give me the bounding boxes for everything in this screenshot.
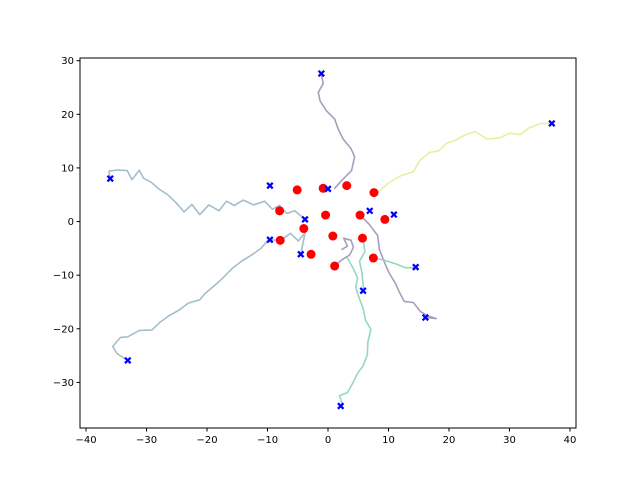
start-point-12 [306, 249, 316, 259]
start-point-14 [368, 253, 378, 263]
x-tick-label-1: −30 [136, 435, 157, 446]
start-point-6 [355, 210, 365, 220]
series-layer [108, 72, 553, 406]
end-point-12 [421, 313, 429, 322]
x-tick-label-2: −20 [196, 435, 217, 446]
y-tick-label-4: 10 [61, 163, 74, 174]
start-point-11 [357, 233, 367, 243]
start-point-0 [292, 185, 302, 195]
end-point-11 [359, 287, 367, 295]
y-tick-label-1: −20 [53, 324, 74, 335]
start-point-2 [342, 181, 352, 191]
end-point-13 [124, 356, 132, 365]
series-line-5 [333, 237, 355, 267]
x-tick-label-7: 30 [503, 435, 516, 446]
y-tick-label-3: 0 [68, 217, 74, 228]
end-point-5 [301, 215, 309, 224]
series-line-7 [338, 257, 372, 406]
end-point-4 [324, 185, 332, 193]
start-point-9 [275, 235, 285, 245]
end-point-2 [548, 119, 556, 128]
start-point-5 [321, 210, 331, 220]
series-line-4 [359, 214, 438, 320]
x-tick-label-5: 10 [382, 435, 395, 446]
y-tick-label-6: 30 [61, 56, 74, 67]
x-tick-label-3: −10 [257, 435, 278, 446]
series-line-0 [108, 169, 306, 221]
end-point-14 [337, 402, 345, 410]
y-tick-label-2: −10 [53, 271, 74, 282]
end-point-0 [106, 175, 114, 183]
end-point-7 [390, 210, 398, 219]
start-point-3 [369, 188, 379, 198]
y-tick-label-0: −30 [53, 378, 74, 389]
end-point-10 [412, 263, 420, 271]
end-point-9 [297, 250, 305, 258]
marker-layer [106, 69, 556, 410]
start-point-13 [330, 261, 340, 271]
end-point-8 [266, 236, 274, 244]
start-point-7 [380, 214, 390, 224]
series-line-6 [376, 122, 553, 194]
axis-layer: −40 −30 −20 −10 0 10 20 30 40 −30 −20 −10 0 10 20 30 [53, 56, 576, 446]
series-line-1 [111, 239, 282, 362]
end-point-1 [317, 69, 325, 78]
x-tick-label-8: 40 [564, 435, 577, 446]
start-point-10 [328, 231, 338, 241]
series-line-2 [279, 232, 306, 256]
start-point-4 [275, 206, 285, 216]
end-point-6 [366, 207, 374, 215]
series-line-8 [372, 257, 416, 269]
x-tick-label-4: 0 [325, 435, 331, 446]
start-point-8 [299, 224, 309, 234]
series-line-3 [317, 72, 356, 190]
y-tick-label-5: 20 [61, 110, 74, 121]
x-tick-label-6: 20 [443, 435, 456, 446]
series-line-9 [358, 237, 366, 292]
x-tick-label-0: −40 [75, 435, 96, 446]
end-point-3 [266, 182, 274, 190]
